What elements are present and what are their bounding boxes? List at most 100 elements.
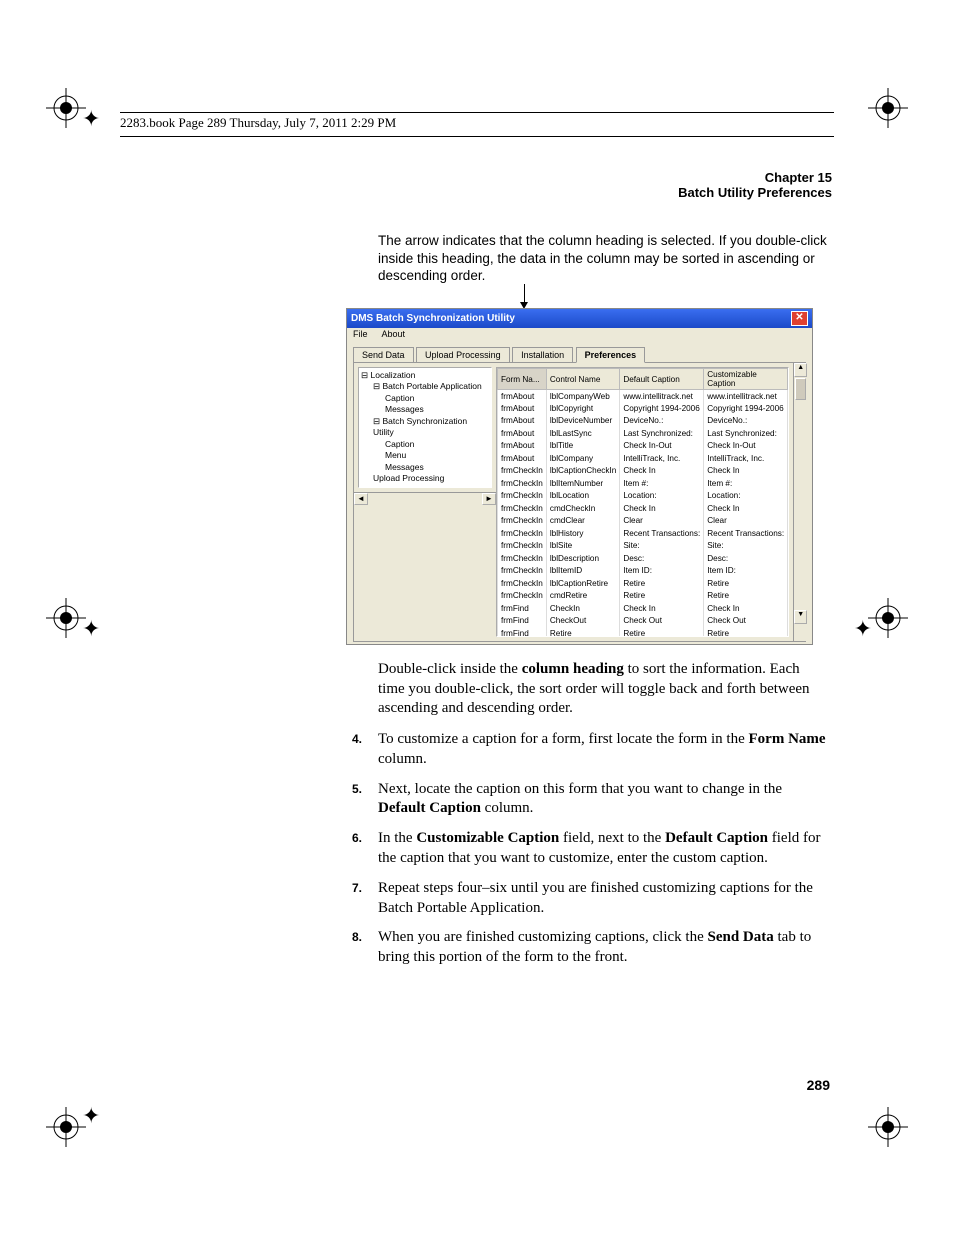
table-cell[interactable]: frmCheckIn [498,527,547,540]
table-cell[interactable]: lblCompanyWeb [546,390,619,403]
table-cell[interactable]: Retire [546,627,619,637]
table-cell[interactable]: Last Synchronized: [704,427,788,440]
table-cell[interactable]: Retire [620,627,704,637]
table-cell[interactable]: Recent Transactions: [704,527,788,540]
table-row[interactable]: frmCheckIncmdRetireRetireRetire [498,590,788,603]
table-row[interactable]: frmAboutlblTitleCheck In-OutCheck In-Out [498,440,788,453]
table-row[interactable]: frmCheckInlblCaptionRetireRetireRetire [498,577,788,590]
col-form-name[interactable]: Form Na... [498,369,547,390]
table-row[interactable]: frmFindCheckOutCheck OutCheck Out [498,615,788,628]
tree-view[interactable]: ⊟ Localization ⊟ Batch Portable Applicat… [358,367,492,488]
table-cell[interactable]: frmCheckIn [498,540,547,553]
table-row[interactable]: frmFindRetireRetireRetire [498,627,788,637]
table-cell[interactable]: frmFind [498,615,547,628]
table-cell[interactable]: DeviceNo.: [704,415,788,428]
table-cell[interactable]: Site: [620,540,704,553]
tree-upload-processing[interactable]: Upload Processing [373,473,444,483]
tree-hscroll[interactable]: ◄► [354,492,496,505]
table-cell[interactable]: Location: [704,490,788,503]
table-cell[interactable]: frmFind [498,627,547,637]
table-cell[interactable]: Item #: [620,477,704,490]
table-row[interactable]: frmAboutlblCopyrightCopyright 1994-2006C… [498,402,788,415]
table-row[interactable]: frmCheckInlblItemNumberItem #:Item #: [498,477,788,490]
table-cell[interactable]: Check In [704,465,788,478]
table-cell[interactable]: frmFind [498,602,547,615]
table-cell[interactable]: frmCheckIn [498,515,547,528]
table-cell[interactable]: frmAbout [498,427,547,440]
menu-file[interactable]: File [353,329,368,339]
scroll-down-icon[interactable]: ▼ [794,610,807,624]
table-cell[interactable]: Item #: [704,477,788,490]
table-row[interactable]: frmAboutlblCompanyIntelliTrack, Inc.Inte… [498,452,788,465]
table-cell[interactable]: cmdCheckIn [546,502,619,515]
table-cell[interactable]: lblTitle [546,440,619,453]
table-cell[interactable]: Item ID: [704,565,788,578]
close-icon[interactable]: ✕ [791,311,808,326]
scroll-up-icon[interactable]: ▲ [794,363,807,377]
col-control-name[interactable]: Control Name [546,369,619,390]
table-row[interactable]: frmCheckInlblLocationLocation:Location: [498,490,788,503]
table-cell[interactable]: CheckOut [546,615,619,628]
table-cell[interactable]: lblSite [546,540,619,553]
table-cell[interactable]: lblItemNumber [546,477,619,490]
tab-installation[interactable]: Installation [512,347,573,362]
table-cell[interactable]: cmdRetire [546,590,619,603]
table-cell[interactable]: Item ID: [620,565,704,578]
table-cell[interactable]: Clear [620,515,704,528]
table-cell[interactable]: frmCheckIn [498,565,547,578]
table-cell[interactable]: www.intellitrack.net [704,390,788,403]
table-cell[interactable]: frmAbout [498,390,547,403]
tree-batch-sync[interactable]: Batch Synchronization Utility [373,416,467,437]
table-cell[interactable]: Retire [704,627,788,637]
table-row[interactable]: frmFindCheckInCheck InCheck In [498,602,788,615]
table-cell[interactable]: Check In-Out [620,440,704,453]
table-cell[interactable]: Copyright 1994-2006 [704,402,788,415]
tree-localization[interactable]: Localization [370,370,415,380]
table-row[interactable]: frmAboutlblLastSyncLast Synchronized:Las… [498,427,788,440]
tab-send-data[interactable]: Send Data [353,347,414,362]
captions-grid[interactable]: Form Na... Control Name Default Caption … [496,367,789,637]
table-row[interactable]: frmCheckInlblHistoryRecent Transactions:… [498,527,788,540]
col-customizable-caption[interactable]: Customizable Caption [704,369,788,390]
table-cell[interactable]: frmCheckIn [498,502,547,515]
table-cell[interactable]: Desc: [704,552,788,565]
table-row[interactable]: frmAboutlblCompanyWebwww.intellitrack.ne… [498,390,788,403]
table-cell[interactable]: lblCopyright [546,402,619,415]
grid-vscroll[interactable]: ▲ ▼ [793,363,807,641]
tree-messages[interactable]: Messages [385,404,424,414]
table-cell[interactable]: Retire [620,577,704,590]
table-cell[interactable]: lblDeviceNumber [546,415,619,428]
table-row[interactable]: frmCheckIncmdClearClearClear [498,515,788,528]
table-cell[interactable]: Copyright 1994-2006 [620,402,704,415]
menu-about[interactable]: About [382,329,406,339]
table-cell[interactable]: frmAbout [498,440,547,453]
table-cell[interactable]: lblLastSync [546,427,619,440]
table-cell[interactable]: frmAbout [498,452,547,465]
table-cell[interactable]: frmCheckIn [498,552,547,565]
tree-caption[interactable]: Caption [385,393,414,403]
table-row[interactable]: frmCheckInlblItemIDItem ID:Item ID: [498,565,788,578]
table-cell[interactable]: frmCheckIn [498,590,547,603]
table-cell[interactable]: Check In-Out [704,440,788,453]
table-cell[interactable]: lblItemID [546,565,619,578]
tab-upload-processing[interactable]: Upload Processing [416,347,510,362]
table-cell[interactable]: Check In [704,502,788,515]
table-cell[interactable]: IntelliTrack, Inc. [704,452,788,465]
table-cell[interactable]: frmCheckIn [498,577,547,590]
table-row[interactable]: frmCheckInlblCaptionCheckInCheck InCheck… [498,465,788,478]
table-cell[interactable]: www.intellitrack.net [620,390,704,403]
table-cell[interactable]: Retire [620,590,704,603]
table-cell[interactable]: lblCaptionCheckIn [546,465,619,478]
table-row[interactable]: frmCheckIncmdCheckInCheck InCheck In [498,502,788,515]
table-cell[interactable]: lblDescription [546,552,619,565]
table-cell[interactable]: Check In [704,602,788,615]
table-cell[interactable]: lblCaptionRetire [546,577,619,590]
scroll-left-icon[interactable]: ◄ [354,493,368,505]
table-cell[interactable]: Check Out [704,615,788,628]
col-default-caption[interactable]: Default Caption [620,369,704,390]
table-row[interactable]: frmCheckInlblSiteSite:Site: [498,540,788,553]
table-cell[interactable]: CheckIn [546,602,619,615]
table-cell[interactable]: frmAbout [498,415,547,428]
table-cell[interactable]: frmCheckIn [498,490,547,503]
table-cell[interactable]: Check In [620,602,704,615]
